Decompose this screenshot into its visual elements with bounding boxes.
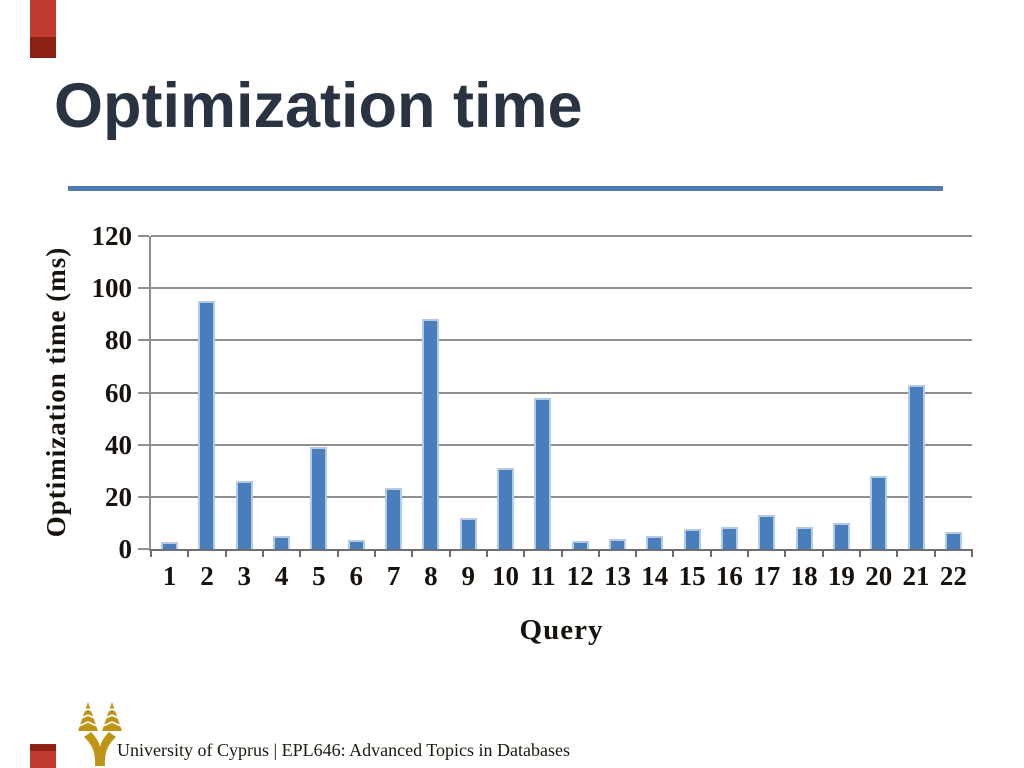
bar-query-21 (907, 384, 925, 549)
slide-accent-top-light (30, 0, 56, 37)
bar-query-11 (534, 397, 552, 549)
x-tick-mark-6 (373, 549, 376, 557)
footer-text: University of Cyprus | EPL646: Advanced … (117, 740, 570, 760)
x-tick-mark-3 (261, 549, 264, 557)
y-tick-mark-80 (138, 339, 149, 342)
y-tick-label-0: 0 (118, 534, 133, 564)
x-tick-mark-7 (411, 549, 414, 557)
x-tick-label-19: 19 (827, 561, 855, 591)
x-tick-mark-4 (299, 549, 302, 557)
bar-query-14 (646, 535, 664, 549)
y-tick-mark-120 (138, 235, 149, 237)
x-tick-label-12: 12 (566, 561, 594, 591)
x-tick-label-5: 5 (312, 561, 326, 591)
bar-query-20 (870, 475, 888, 549)
x-tick-label-21: 21 (902, 561, 930, 591)
gridline-120 (151, 235, 972, 237)
gridline-20 (151, 495, 972, 498)
x-tick-label-2: 2 (200, 561, 214, 591)
page-title: Optimization time (54, 71, 583, 141)
x-tick-label-14: 14 (641, 561, 669, 591)
x-tick-label-20: 20 (865, 561, 893, 591)
bar-query-8 (422, 319, 440, 549)
gridline-100 (151, 287, 972, 290)
y-tick-label-60: 60 (105, 377, 132, 408)
x-tick-mark-8 (448, 549, 451, 557)
y-tick-mark-0 (138, 548, 149, 550)
x-tick-label-4: 4 (274, 561, 289, 591)
bar-query-17 (758, 515, 776, 549)
x-tick-mark-16 (747, 549, 750, 557)
x-tick-label-15: 15 (678, 561, 706, 591)
x-tick-label-1: 1 (162, 561, 177, 591)
slide-accent-bottom-dark (30, 744, 56, 751)
x-tick-label-8: 8 (424, 561, 438, 591)
bar-chart-plot-area: Optimization time (ms) Query 0 20 40 60 80 10… (41, 221, 973, 646)
bar-query-3 (235, 481, 253, 549)
x-tick-mark-14 (672, 549, 675, 557)
x-tick-label-22: 22 (939, 561, 967, 591)
university-of-cyprus-logo (78, 702, 122, 766)
bar-query-5 (310, 447, 328, 549)
bar-query-4 (273, 535, 291, 549)
x-tick-label-13: 13 (603, 561, 631, 591)
x-tick-label-16: 16 (715, 561, 743, 591)
bar-query-16 (720, 526, 738, 549)
x-tick-label-11: 11 (530, 561, 556, 591)
x-tick-label-7: 7 (386, 561, 401, 591)
x-tick-label-9: 9 (461, 561, 475, 591)
bar-query-1 (161, 542, 179, 549)
x-tick-mark-13 (635, 549, 638, 557)
x-tick-mark-2 (224, 549, 227, 557)
tree-logo-gold-shapes (78, 702, 122, 766)
bar-query-12 (571, 541, 589, 549)
bar-query-9 (459, 517, 477, 549)
bar-query-15 (683, 529, 701, 549)
x-tick-label-17: 17 (753, 561, 781, 591)
x-tick-mark-9 (485, 549, 488, 557)
bar-query-7 (385, 487, 403, 549)
y-tick-label-100: 100 (91, 273, 133, 304)
x-tick-mark-1 (187, 549, 190, 557)
bar-query-2 (198, 301, 216, 549)
slide-accent-top-dark (30, 37, 56, 58)
gridline-40 (151, 443, 972, 446)
y-tick-label-80: 80 (105, 325, 132, 356)
bar-query-22 (944, 532, 962, 549)
x-tick-mark-5 (336, 549, 339, 557)
slide-accent-bottom-light (30, 751, 56, 768)
x-tick-mark-17 (784, 549, 787, 557)
bar-query-18 (795, 526, 813, 549)
y-tick-mark-100 (138, 287, 149, 290)
x-tick-mark-15 (709, 549, 712, 557)
title-underline (68, 186, 943, 191)
bar-query-19 (832, 522, 850, 549)
y-tick-mark-60 (138, 391, 149, 394)
x-tick-label-3: 3 (237, 561, 252, 591)
x-tick-label-6: 6 (349, 561, 363, 591)
x-tick-mark-19 (859, 549, 862, 557)
y-tick-label-120: 120 (91, 221, 133, 251)
y-tick-mark-40 (138, 443, 149, 446)
x-tick-mark-20 (896, 549, 899, 557)
y-tick-mark-20 (138, 495, 149, 498)
x-tick-mark-10 (523, 549, 526, 557)
bar-query-13 (608, 538, 626, 549)
gridline-80 (151, 339, 972, 342)
y-tick-label-20: 20 (105, 481, 132, 512)
x-tick-mark-22 (971, 549, 973, 557)
x-tick-label-10: 10 (492, 561, 520, 591)
x-tick-mark-0 (150, 549, 152, 557)
gridline-60 (151, 391, 972, 394)
x-tick-mark-18 (821, 549, 824, 557)
bar-query-10 (497, 468, 515, 549)
x-tick-mark-21 (933, 549, 936, 557)
x-tick-mark-11 (560, 549, 563, 557)
bar-query-6 (347, 539, 365, 549)
y-tick-label-40: 40 (105, 429, 132, 460)
x-tick-mark-12 (597, 549, 600, 557)
x-tick-label-18: 18 (790, 561, 818, 591)
x-axis-title: Query (519, 614, 604, 646)
